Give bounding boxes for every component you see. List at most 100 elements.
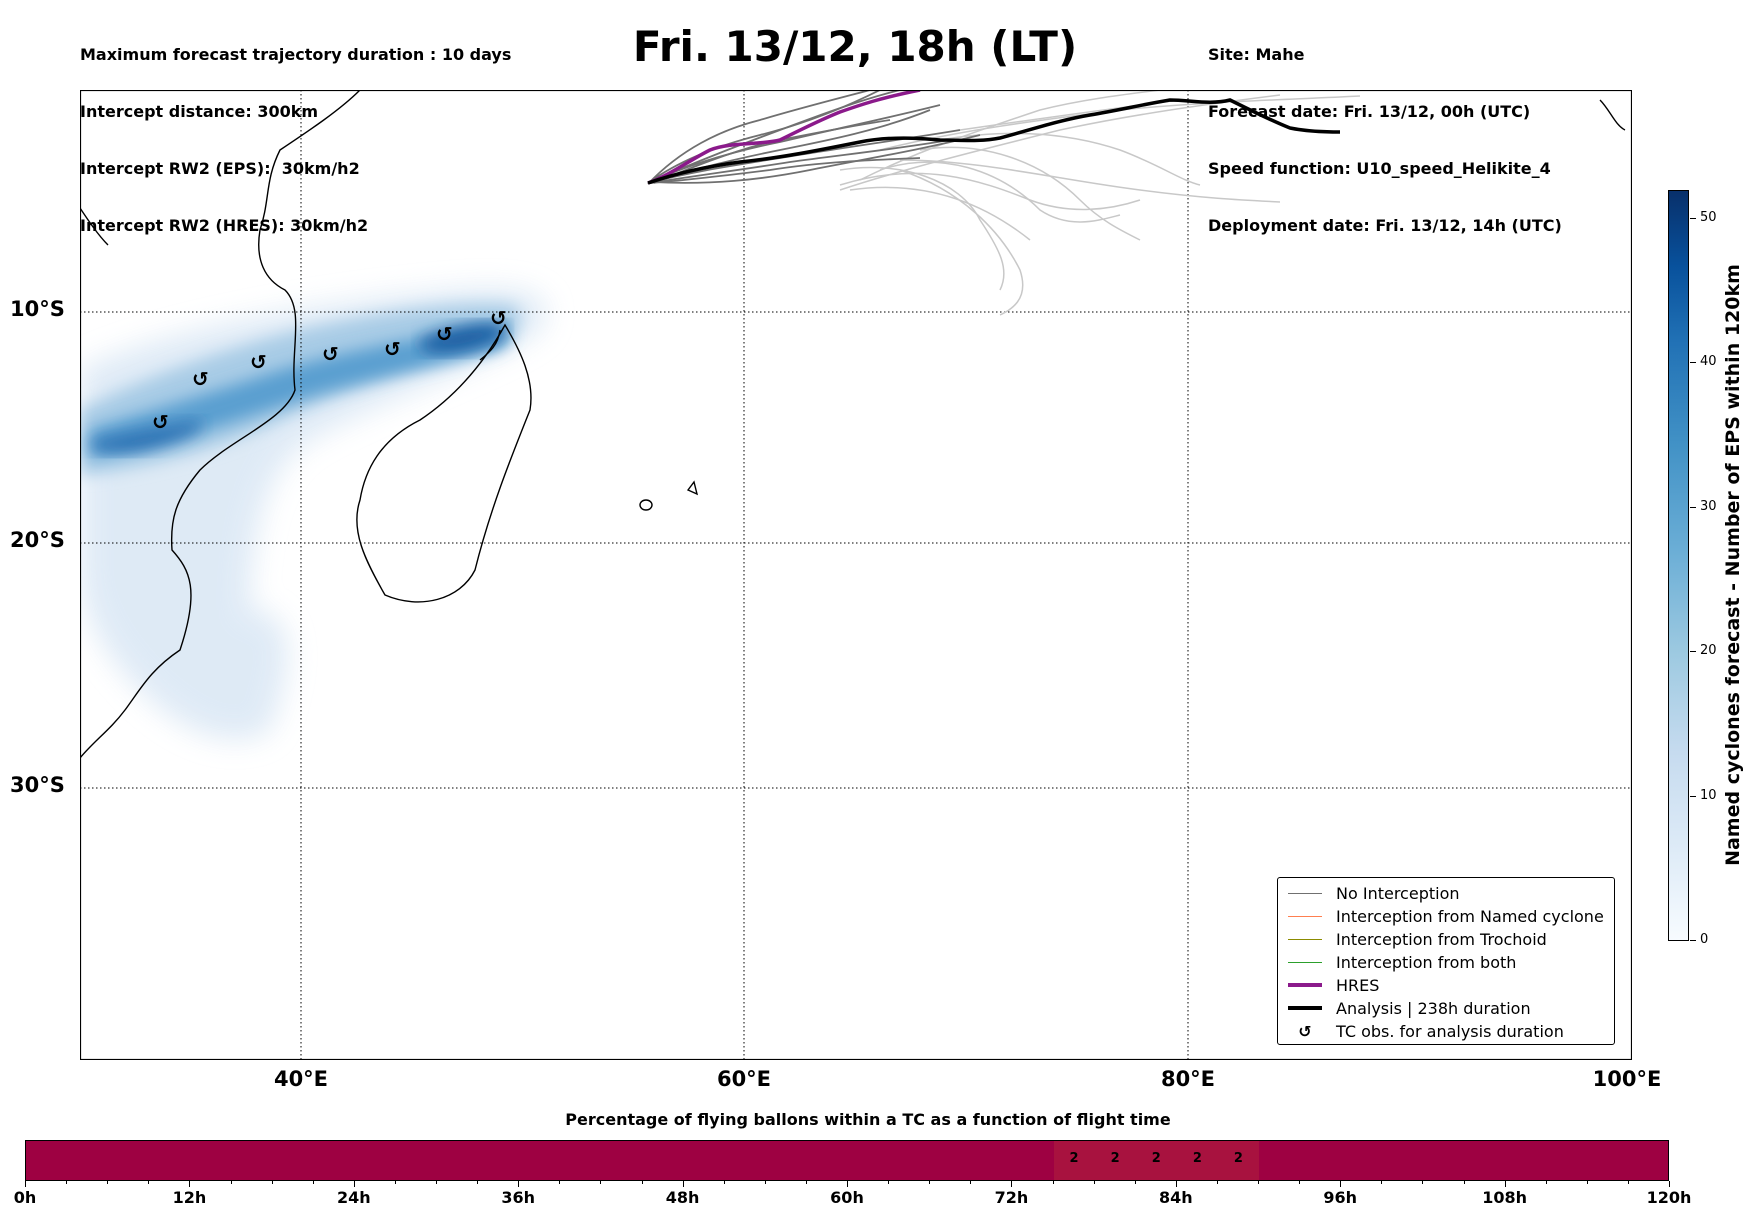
percentage-tick-label: 24h	[336, 1188, 371, 1207]
percentage-tick-mark	[970, 1181, 972, 1184]
header-left-info: Maximum forecast trajectory duration : 1…	[80, 7, 511, 254]
percentage-tick-mark	[641, 1181, 643, 1184]
header-intercept-eps: Intercept RW2 (EPS): 30km/h2	[80, 159, 360, 178]
percentage-tick-mark	[1504, 1181, 1506, 1187]
percentage-tick-mark	[559, 1181, 561, 1184]
legend-item-hres: HRES	[1288, 974, 1379, 996]
legend-item-tc-obs: ↺ TC obs. for analysis duration	[1288, 1020, 1564, 1042]
percentage-tick-mark	[805, 1181, 807, 1184]
percentage-tick-mark	[929, 1181, 931, 1184]
legend-item-named-cyclone: Interception from Named cyclone	[1288, 905, 1604, 927]
percentage-tick-mark	[888, 1181, 890, 1184]
tc-marker: ↺	[192, 367, 209, 391]
colorbar-tick-label: 50	[1700, 210, 1717, 225]
percentage-tick-mark	[148, 1181, 150, 1184]
sri-lanka	[1599, 99, 1626, 131]
percentage-tick-label: 108h	[1482, 1188, 1527, 1207]
colorbar-tick-label: 20	[1700, 643, 1717, 658]
percentage-tick-mark	[230, 1181, 232, 1184]
legend-line-swatch	[1288, 983, 1322, 987]
percentage-value-label: 2	[1192, 1151, 1202, 1166]
colorbar-label: Named cyclones forecast - Number of EPS …	[1722, 264, 1744, 866]
legend-item-trochoid: Interception from Trochoid	[1288, 928, 1547, 950]
legend-label: TC obs. for analysis duration	[1336, 1021, 1564, 1041]
legend-line-swatch	[1288, 892, 1322, 894]
legend-label: Interception from Named cyclone	[1336, 906, 1604, 926]
percentage-tick-mark	[1299, 1181, 1301, 1184]
legend-line-swatch	[1288, 938, 1322, 940]
percentage-tick-mark	[66, 1181, 68, 1184]
percentage-tick-label: 120h	[1646, 1188, 1692, 1207]
colorbar-tick	[1690, 507, 1696, 508]
reunion-island	[639, 499, 653, 511]
percentage-value-label: 2	[1110, 1151, 1120, 1166]
percentage-tick-mark	[847, 1181, 848, 1187]
percentage-tick-label: 12h	[172, 1188, 207, 1207]
percentage-tick-mark	[1011, 1181, 1013, 1187]
legend-label: No Interception	[1336, 883, 1460, 903]
madagascar-north-coast	[479, 329, 501, 361]
percentage-tick-mark	[189, 1181, 191, 1187]
percentage-tick-mark	[25, 1181, 26, 1187]
percentage-tick-mark	[1422, 1181, 1424, 1184]
colorbar-tick	[1690, 796, 1696, 797]
percentage-bar: 2 2 2 2 2	[25, 1140, 1669, 1181]
percentage-tick-mark	[518, 1181, 520, 1187]
percentage-tick-mark	[1134, 1181, 1136, 1184]
lon-label-40e: 40°E	[273, 1067, 329, 1091]
analysis-trajectory	[647, 98, 1341, 185]
colorbar-tick-label: 10	[1700, 788, 1717, 803]
cyclone-density-field	[80, 288, 547, 740]
percentage-tick-mark	[1463, 1181, 1465, 1184]
map-legend: No Interception Interception from Named …	[1277, 877, 1615, 1045]
percentage-tick-mark	[1669, 1181, 1670, 1187]
percentage-tick-mark	[1627, 1181, 1629, 1184]
percentage-value-label: 2	[1151, 1151, 1161, 1166]
header-right-info: Site: Mahe Forecast date: Fri. 13/12, 00…	[1208, 7, 1562, 254]
coastlines	[80, 90, 1626, 759]
percentage-tick-mark	[1052, 1181, 1054, 1184]
header-trajectory-duration: Maximum forecast trajectory duration : 1…	[80, 45, 512, 64]
lat-label-20s: 20°S	[10, 528, 65, 552]
legend-item-no-interception: No Interception	[1288, 882, 1460, 904]
legend-item-analysis: Analysis | 238h duration	[1288, 997, 1531, 1019]
percentage-tick-label: 96h	[1323, 1188, 1358, 1207]
percentage-segment	[1053, 1141, 1259, 1180]
legend-label: HRES	[1336, 975, 1380, 995]
percentage-tick-mark	[723, 1181, 725, 1184]
legend-label: Interception from Trochoid	[1336, 929, 1547, 949]
tc-marker: ↺	[152, 410, 169, 434]
percentage-tick-mark	[312, 1181, 314, 1184]
percentage-tick-label: 72h	[994, 1188, 1029, 1207]
header-site: Site: Mahe	[1208, 45, 1305, 64]
map-frame: ↺ ↺ ↺ ↺ ↺ ↺ ↺	[80, 90, 1632, 1060]
tc-observation-markers: ↺ ↺ ↺ ↺ ↺ ↺ ↺	[152, 306, 507, 434]
lat-label-10s: 10°S	[10, 297, 65, 321]
percentage-tick-mark	[271, 1181, 273, 1184]
percentage-tick-mark	[1340, 1181, 1342, 1187]
percentage-tick-mark	[436, 1181, 437, 1184]
legend-label: Analysis | 238h duration	[1336, 998, 1531, 1018]
colorbar-tick-label: 30	[1700, 499, 1717, 514]
percentage-tick-mark	[353, 1181, 355, 1187]
colorbar-tick-label: 40	[1700, 354, 1717, 369]
lon-label-100e: 100°E	[1592, 1067, 1662, 1091]
arabian-coast	[80, 207, 109, 246]
percentage-value-label: 2	[1233, 1151, 1243, 1166]
percentage-tick-mark	[1586, 1181, 1588, 1184]
colorbar	[1668, 190, 1689, 941]
header-deployment-date: Deployment date: Fri. 13/12, 14h (UTC)	[1208, 216, 1562, 235]
percentage-tick-mark	[1545, 1181, 1547, 1184]
percentage-tick-mark	[107, 1181, 109, 1184]
percentage-tick-mark	[682, 1181, 684, 1187]
colorbar-tick-label: 0	[1700, 932, 1709, 947]
mauritius-island	[686, 480, 699, 496]
legend-item-both: Interception from both	[1288, 951, 1516, 973]
percentage-tick-mark	[1216, 1181, 1218, 1184]
percentage-tick-mark	[600, 1181, 602, 1184]
percentage-tick-label: 36h	[501, 1188, 536, 1207]
percentage-tick-label: 60h	[830, 1188, 864, 1207]
percentage-tick-mark	[477, 1181, 479, 1184]
header-intercept-hres: Intercept RW2 (HRES): 30km/h2	[80, 216, 369, 235]
tc-marker: ↺	[490, 306, 507, 330]
